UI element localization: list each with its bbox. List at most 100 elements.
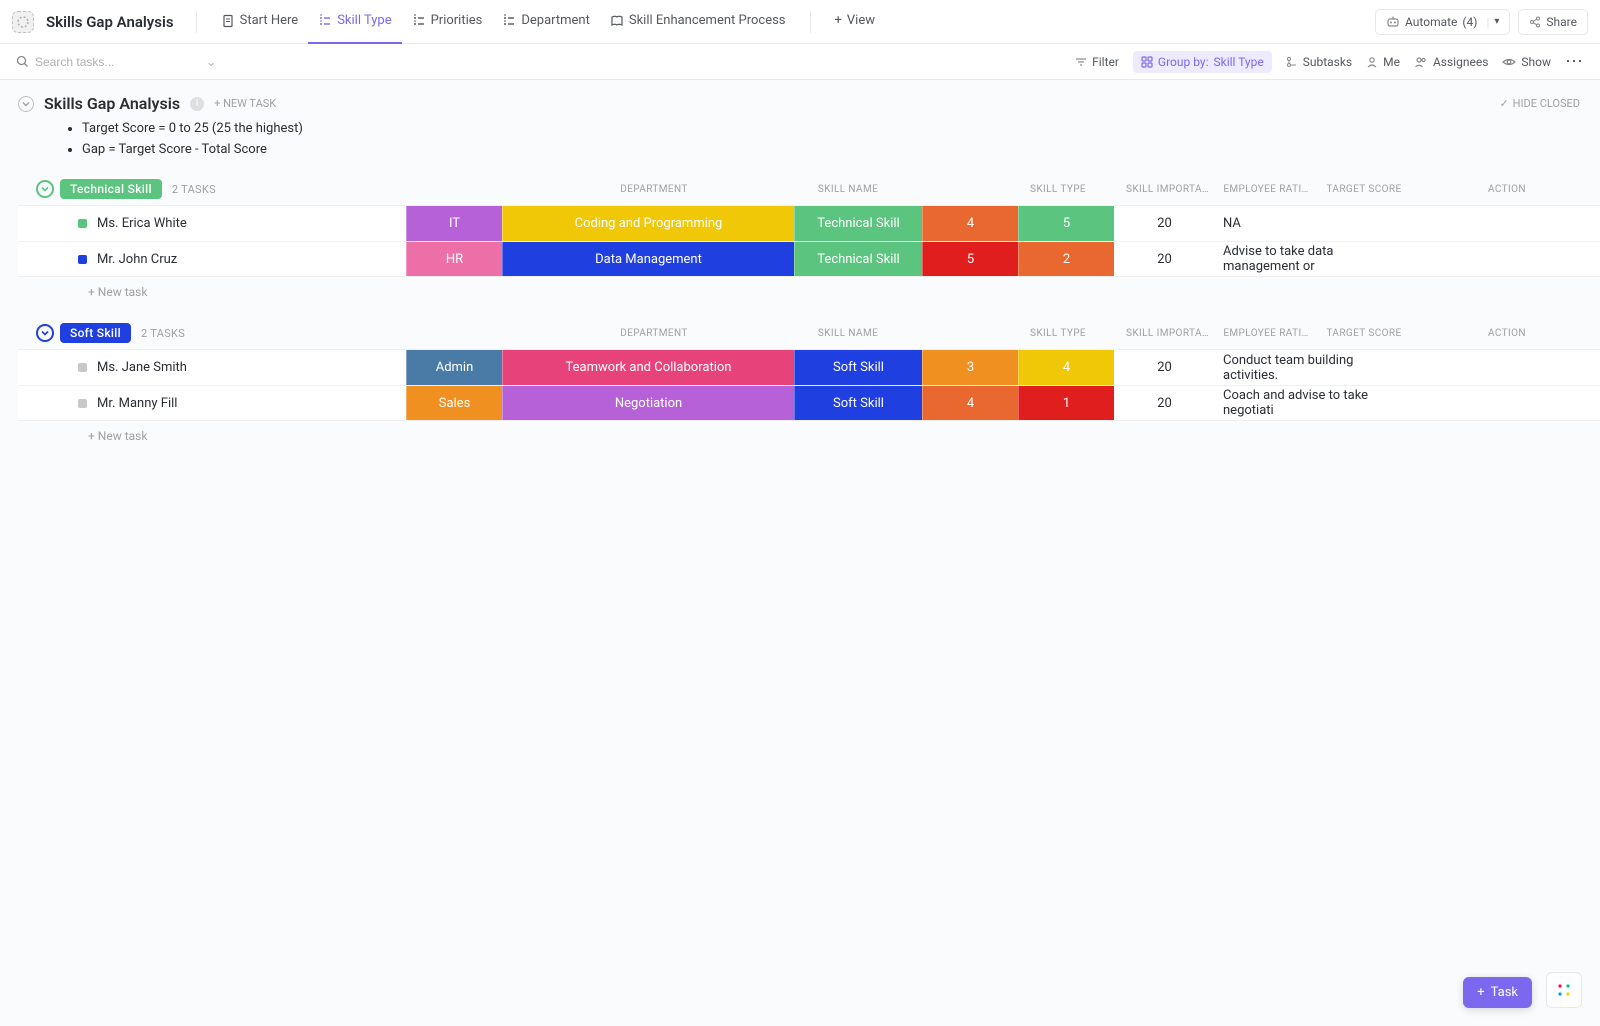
assignees-button[interactable]: Assignees <box>1414 55 1488 69</box>
new-task-floating-button[interactable]: + Task <box>1463 977 1532 1008</box>
column-header-employee_rating[interactable]: EMPLOYEE RATI… <box>1218 328 1314 339</box>
cell-skill_importance[interactable]: 4 <box>922 386 1018 420</box>
filter-label: Filter <box>1092 55 1119 69</box>
group-by-button[interactable]: Group by: Skill Type <box>1133 51 1272 73</box>
cell-skill_type[interactable]: Soft Skill <box>794 350 922 385</box>
more-button[interactable]: ⋯ <box>1565 51 1584 72</box>
cell-action[interactable]: Advise to take data management or <box>1214 242 1400 276</box>
column-header-department[interactable]: DEPARTMENT <box>606 184 702 195</box>
me-button[interactable]: Me <box>1366 55 1400 69</box>
status-indicator[interactable] <box>78 219 87 228</box>
row-lead: Mr. John Cruz <box>18 242 406 276</box>
collapse-group-button[interactable] <box>36 180 54 198</box>
chevron-down-icon[interactable]: ⌄ <box>206 55 216 69</box>
cell-employee_rating[interactable]: 2 <box>1018 242 1114 276</box>
column-header-skill_type[interactable]: SKILL TYPE <box>994 328 1122 339</box>
cell-skill_name[interactable]: Negotiation <box>502 386 794 420</box>
filter-button[interactable]: Filter <box>1075 55 1119 69</box>
share-icon <box>1529 16 1541 28</box>
automate-count: (4) <box>1462 15 1477 29</box>
info-icon[interactable]: i <box>190 97 204 111</box>
column-header-skill_name[interactable]: SKILL NAME <box>702 184 994 195</box>
tab-priorities[interactable]: Priorities <box>402 0 493 44</box>
new-task-row[interactable]: + New task <box>18 277 1600 299</box>
cell-action[interactable]: Coach and advise to take negotiati <box>1214 386 1400 420</box>
cell-employee_rating[interactable]: 5 <box>1018 206 1114 241</box>
tab-start-here[interactable]: Start Here <box>211 0 309 44</box>
show-button[interactable]: Show <box>1502 55 1551 69</box>
column-header-skill_type[interactable]: SKILL TYPE <box>994 184 1122 195</box>
cell-target_score[interactable]: 20 <box>1114 242 1214 276</box>
list-description: Target Score = 0 to 25 (25 the highest) … <box>70 121 1600 157</box>
column-header-skill_importance[interactable]: SKILL IMPORTAN… <box>1122 184 1218 195</box>
filter-icon <box>1075 56 1087 68</box>
cell-department[interactable]: Admin <box>406 350 502 385</box>
tab-label: Skill Enhancement Process <box>629 13 786 28</box>
show-label: Show <box>1521 55 1551 69</box>
table-row[interactable]: Ms. Jane Smith AdminTeamwork and Collabo… <box>18 349 1600 385</box>
cell-skill_importance[interactable]: 4 <box>922 206 1018 241</box>
cell-department[interactable]: Sales <box>406 386 502 420</box>
table-row[interactable]: Mr. John Cruz HRData ManagementTechnical… <box>18 241 1600 277</box>
task-name[interactable]: Mr. Manny Fill <box>97 396 177 411</box>
cell-target_score[interactable]: 20 <box>1114 386 1214 420</box>
column-header-action[interactable]: ACTION <box>1414 184 1600 195</box>
collapse-list-button[interactable] <box>18 96 34 112</box>
group-badge[interactable]: Soft Skill <box>60 323 131 343</box>
subtasks-label: Subtasks <box>1303 55 1352 69</box>
column-header-action[interactable]: ACTION <box>1414 328 1600 339</box>
status-indicator[interactable] <box>78 399 87 408</box>
cell-skill_name[interactable]: Teamwork and Collaboration <box>502 350 794 385</box>
task-name[interactable]: Mr. John Cruz <box>97 252 177 267</box>
add-view-button[interactable]: + View <box>825 0 886 44</box>
subtasks-button[interactable]: Subtasks <box>1286 55 1352 69</box>
people-icon <box>1414 56 1428 68</box>
toolbar: ⌄ Filter Group by: Skill Type Subtasks M… <box>0 44 1600 80</box>
column-header-target_score[interactable]: TARGET SCORE <box>1314 184 1414 195</box>
automate-button[interactable]: Automate (4) | ▾ <box>1375 9 1510 35</box>
cell-department[interactable]: IT <box>406 206 502 241</box>
cell-action[interactable]: Conduct team building activities. <box>1214 350 1400 385</box>
group-badge[interactable]: Technical Skill <box>60 179 162 199</box>
new-task-row[interactable]: + New task <box>18 421 1600 443</box>
group-soft-skill: Soft Skill 2 TASKS DEPARTMENTSKILL NAMES… <box>18 323 1600 443</box>
column-header-skill_importance[interactable]: SKILL IMPORTAN… <box>1122 328 1218 339</box>
chevron-down-icon: ▾ <box>1494 16 1499 27</box>
status-indicator[interactable] <box>78 363 87 372</box>
column-header-skill_name[interactable]: SKILL NAME <box>702 328 994 339</box>
tab-department[interactable]: Department <box>492 0 600 44</box>
cell-target_score[interactable]: 20 <box>1114 206 1214 241</box>
cell-employee_rating[interactable]: 4 <box>1018 350 1114 385</box>
description-line: Gap = Target Score - Total Score <box>82 142 1600 157</box>
cell-action[interactable]: NA <box>1214 206 1400 241</box>
new-task-link[interactable]: + NEW TASK <box>214 97 276 110</box>
group-rows: Ms. Erica White ITCoding and Programming… <box>18 205 1600 277</box>
status-indicator[interactable] <box>78 255 87 264</box>
table-row[interactable]: Ms. Erica White ITCoding and Programming… <box>18 205 1600 241</box>
cell-skill_name[interactable]: Data Management <box>502 242 794 276</box>
cell-skill_importance[interactable]: 5 <box>922 242 1018 276</box>
column-header-target_score[interactable]: TARGET SCORE <box>1314 328 1414 339</box>
tab-skill-enhancement-process[interactable]: Skill Enhancement Process <box>600 0 796 44</box>
share-button[interactable]: Share <box>1518 9 1588 35</box>
cell-employee_rating[interactable]: 1 <box>1018 386 1114 420</box>
cell-skill_type[interactable]: Technical Skill <box>794 206 922 241</box>
cell-department[interactable]: HR <box>406 242 502 276</box>
task-name[interactable]: Ms. Jane Smith <box>97 360 187 375</box>
cell-skill_type[interactable]: Technical Skill <box>794 242 922 276</box>
cell-skill_type[interactable]: Soft Skill <box>794 386 922 420</box>
hide-closed-button[interactable]: ✓ HIDE CLOSED <box>1499 97 1580 110</box>
table-row[interactable]: Mr. Manny Fill SalesNegotiationSoft Skil… <box>18 385 1600 421</box>
collapse-group-button[interactable] <box>36 324 54 342</box>
task-name[interactable]: Ms. Erica White <box>97 216 187 231</box>
search-input[interactable] <box>35 55 175 69</box>
assignees-label: Assignees <box>1433 55 1488 69</box>
apps-button[interactable] <box>1546 972 1582 1008</box>
tab-skill-type[interactable]: Skill Type <box>308 0 401 44</box>
column-header-department[interactable]: DEPARTMENT <box>606 328 702 339</box>
cell-skill_name[interactable]: Coding and Programming <box>502 206 794 241</box>
cell-skill_importance[interactable]: 3 <box>922 350 1018 385</box>
cell-target_score[interactable]: 20 <box>1114 350 1214 385</box>
column-header-employee_rating[interactable]: EMPLOYEE RATI… <box>1218 184 1314 195</box>
group-by-prefix: Group by: <box>1158 55 1209 69</box>
